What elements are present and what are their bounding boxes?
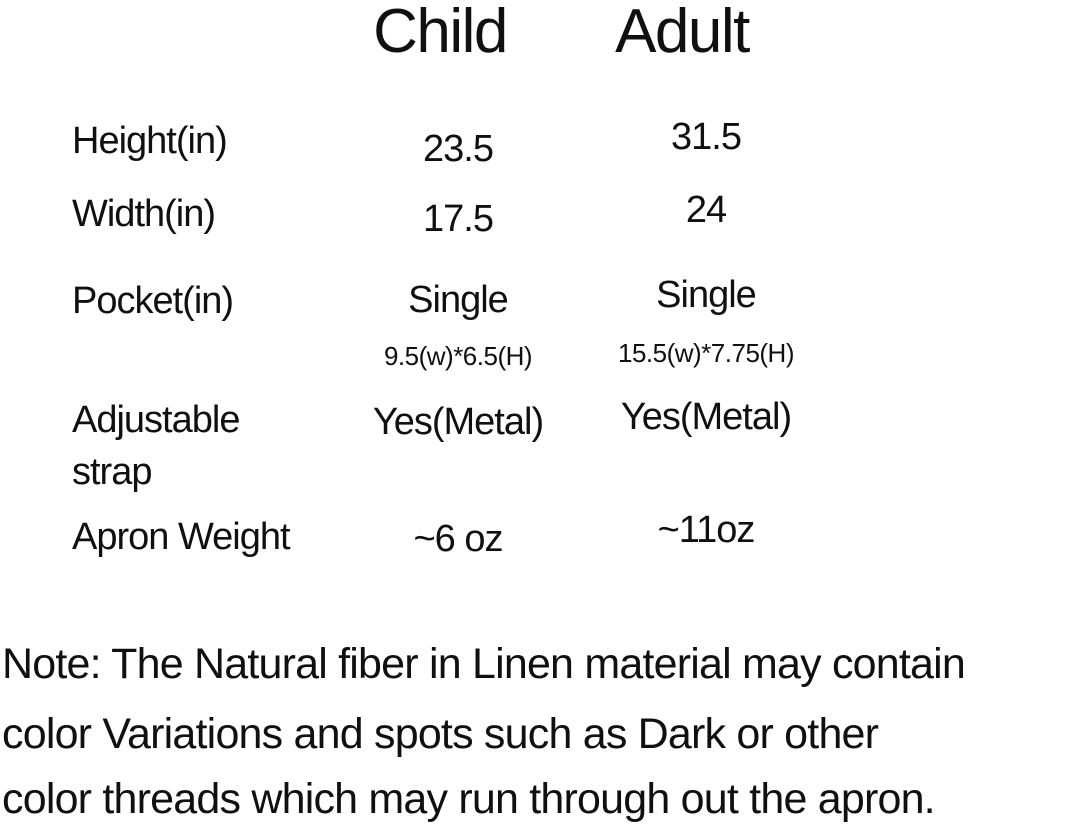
row-label-width: Width(in) — [72, 193, 216, 235]
value-pocket-dimensions-adult: 15.5(w)*7.75(H) — [617, 338, 795, 368]
value-height-child: 23.5 — [423, 128, 494, 170]
row-label-height: Height(in) — [72, 120, 228, 162]
column-header-adult: Adult — [615, 0, 750, 66]
row-label-pocket: Pocket(in) — [72, 280, 234, 322]
note-line: color Variations and spots such as Dark … — [2, 710, 879, 758]
column-header-child: Child — [373, 0, 508, 66]
value-height-adult: 31.5 — [671, 116, 742, 158]
value-pocket-child: Single — [408, 279, 509, 321]
value-apron-weight-adult: ~11oz — [657, 509, 756, 551]
row-label-adjustable-strap: Adjustable strap — [72, 399, 240, 494]
note-line: color threads which may run through out … — [2, 775, 936, 823]
value-width-child: 17.5 — [423, 198, 494, 240]
value-width-adult: 24 — [685, 189, 727, 231]
row-label-apron-weight: Apron Weight — [72, 516, 291, 558]
value-adjustable-strap-child: Yes(Metal) — [372, 401, 544, 443]
note-line: Note: The Natural fiber in Linen materia… — [2, 640, 966, 688]
value-adjustable-strap-adult: Yes(Metal) — [620, 396, 792, 438]
value-pocket-adult: Single — [656, 274, 757, 316]
value-apron-weight-child: ~6 oz — [413, 518, 503, 560]
value-pocket-dimensions-child: 9.5(w)*6.5(H) — [383, 341, 533, 371]
